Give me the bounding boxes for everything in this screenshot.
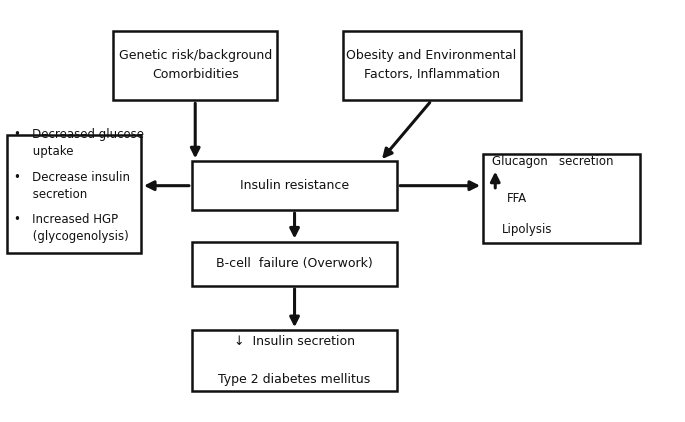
Text: Genetic risk/background
Comorbidities: Genetic risk/background Comorbidities bbox=[119, 49, 272, 81]
Text: •   Increased HGP
     (glycogenolysis): • Increased HGP (glycogenolysis) bbox=[14, 213, 129, 243]
Text: Obesity and Environmental
Factors, Inflammation: Obesity and Environmental Factors, Infla… bbox=[347, 49, 516, 81]
Bar bbox=[7, 135, 141, 253]
Text: Lipolysis: Lipolysis bbox=[501, 224, 552, 236]
Text: Glucagon   secretion: Glucagon secretion bbox=[492, 155, 613, 168]
Text: •   Decreased glucose
     uptake: • Decreased glucose uptake bbox=[14, 128, 144, 159]
Bar bbox=[483, 154, 640, 243]
Bar bbox=[192, 241, 397, 286]
Text: Insulin resistance: Insulin resistance bbox=[240, 179, 349, 192]
Bar bbox=[342, 31, 521, 100]
Text: B-cell  failure (Overwork): B-cell failure (Overwork) bbox=[216, 257, 373, 270]
Bar bbox=[192, 161, 397, 210]
Bar bbox=[113, 31, 277, 100]
Text: ↓  Insulin secretion

Type 2 diabetes mellitus: ↓ Insulin secretion Type 2 diabetes mell… bbox=[219, 335, 371, 386]
Text: •   Decrease insulin
     secretion: • Decrease insulin secretion bbox=[14, 170, 129, 201]
Bar bbox=[192, 330, 397, 392]
Text: FFA: FFA bbox=[507, 192, 527, 205]
